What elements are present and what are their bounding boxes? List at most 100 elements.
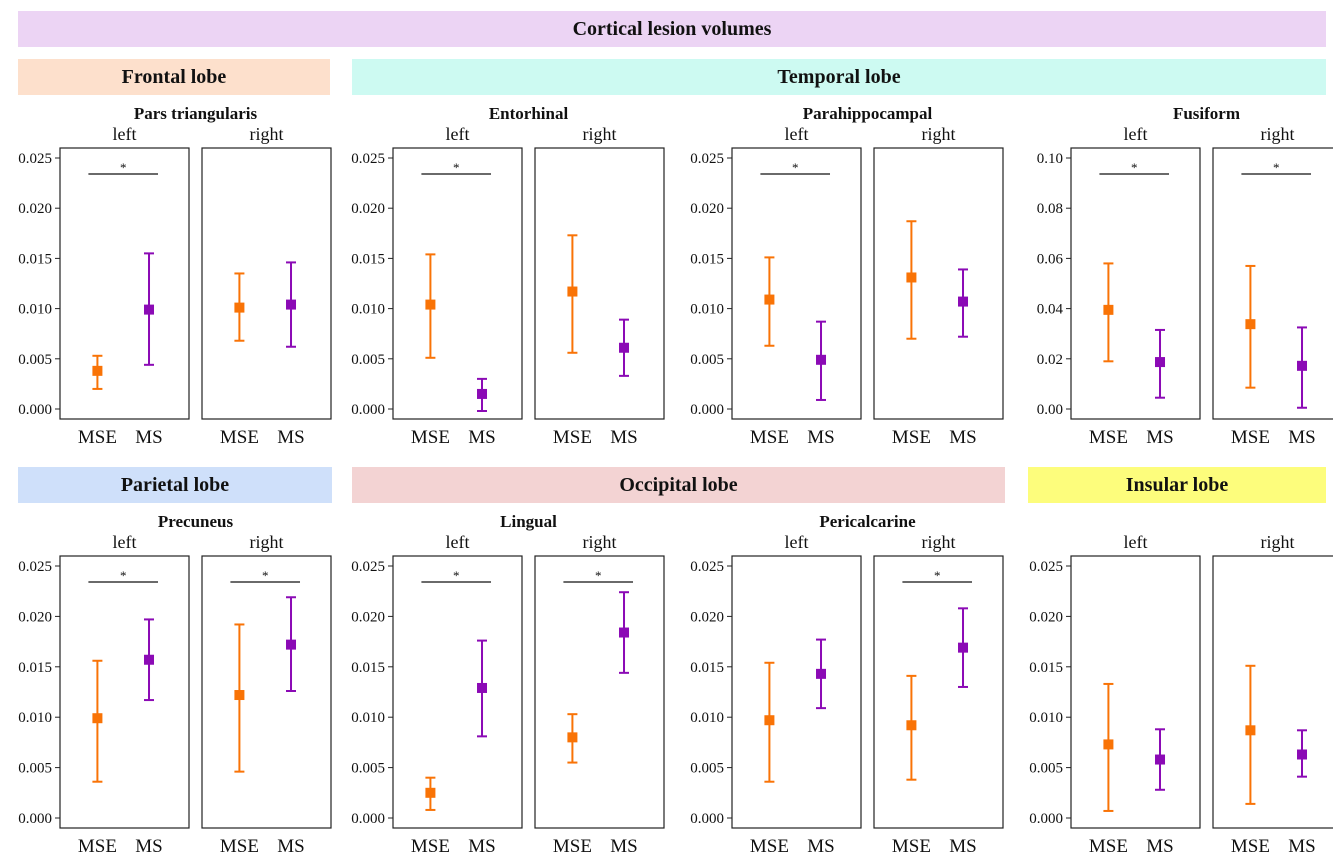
panel-14-ms-marker (1155, 754, 1166, 765)
panel-7-side-label: right (1261, 124, 1295, 144)
panel-0-xtick-label-1: MS (135, 427, 162, 448)
panel-14-frame (1070, 555, 1201, 829)
panel-10-region-title: Lingual (500, 512, 557, 531)
lobe-banner-parietal: Parietal lobe (18, 467, 332, 503)
panel-4-xtick-label-1: MS (807, 427, 834, 448)
panel-0-region-title: Pars triangularis (134, 104, 258, 123)
panel-10-frame (392, 555, 523, 829)
panel-8-ytick-label-3: 0.015 (18, 660, 52, 676)
panel-3-side-label: right (583, 124, 617, 144)
panel-4-ytick-label-5: 0.025 (690, 151, 724, 167)
panel-13-significance-label: * (934, 568, 941, 583)
panel-11-xtick-label-1: MS (610, 836, 637, 852)
panel-15-frame (1212, 555, 1333, 829)
panel-3-mse-marker (567, 286, 578, 297)
panel-6-side-label: left (1124, 124, 1148, 144)
panel-0-ytick-label-1: 0.005 (18, 352, 52, 368)
panel-9-xtick-label-1: MS (277, 836, 304, 852)
panel-10-ytick-label-4: 0.020 (351, 609, 385, 625)
panel-2-frame (392, 147, 523, 420)
panel-8-region-title: Precuneus (158, 512, 234, 531)
panel-14-ytick-label-2: 0.010 (1029, 710, 1063, 726)
panel-7-xtick-label-1: MS (1288, 427, 1315, 448)
panel-14-ytick-label-3: 0.015 (1029, 660, 1063, 676)
panel-0-side-label: left (113, 124, 137, 144)
panel-12-xtick-label-0: MSE (750, 836, 789, 852)
panel-8-ytick-label-1: 0.005 (18, 761, 52, 777)
panel-0-ytick-label-3: 0.015 (18, 251, 52, 267)
panel-14-ytick-label-5: 0.025 (1029, 559, 1063, 575)
panel-6-frame (1070, 147, 1201, 420)
panel-4-ytick-label-3: 0.015 (690, 251, 724, 267)
panel-1-frame (201, 147, 332, 420)
panel-0-ytick-label-4: 0.020 (18, 201, 52, 217)
panel-2-ytick-label-4: 0.020 (351, 201, 385, 217)
panel-2-ytick-label-1: 0.005 (351, 352, 385, 368)
panel-2-ytick-label-2: 0.010 (351, 302, 385, 318)
panel-3-ms-marker (619, 342, 630, 353)
panel-0-ytick-label-5: 0.025 (18, 151, 52, 167)
panel-6-region-title: Fusiform (1173, 104, 1240, 123)
lobe-banner-temporal: Temporal lobe (352, 59, 1326, 95)
panel-12-ytick-label-5: 0.025 (690, 559, 724, 575)
panel-12-ytick-label-4: 0.020 (690, 609, 724, 625)
panel-14-xtick-label-0: MSE (1089, 836, 1128, 852)
lobe-banner-insular: Insular lobe (1028, 467, 1326, 503)
panel-6-ytick-label-4: 0.08 (1037, 201, 1063, 217)
panel-2-xtick-label-0: MSE (411, 427, 450, 448)
panel-6-ytick-label-2: 0.04 (1037, 302, 1064, 318)
panel-5-ms-marker (958, 296, 969, 307)
panel-10-significance-label: * (453, 568, 460, 583)
panel-15-xtick-label-0: MSE (1231, 836, 1270, 852)
panel-6-ytick-label-0: 0.00 (1037, 402, 1063, 418)
lobe-banner-occipital: Occipital lobe (352, 467, 1005, 503)
panel-15-mse-marker (1245, 725, 1256, 736)
panel-7-xtick-label-0: MSE (1231, 427, 1270, 448)
panel-14-side-label: left (1124, 532, 1148, 552)
panel-4-frame (731, 147, 862, 420)
panel-10-mse-marker (425, 787, 436, 798)
panel-2-ytick-label-3: 0.015 (351, 251, 385, 267)
panel-4-ytick-label-2: 0.010 (690, 302, 724, 318)
panel-8-ytick-label-4: 0.020 (18, 609, 52, 625)
panel-2-xtick-label-1: MS (468, 427, 495, 448)
panel-11-side-label: right (583, 532, 617, 552)
panel-13-xtick-label-0: MSE (892, 836, 931, 852)
panel-3-xtick-label-0: MSE (553, 427, 592, 448)
figure-title-banner: Cortical lesion volumes (18, 11, 1326, 47)
panel-0-significance-label: * (120, 160, 127, 175)
panel-6-mse-marker (1103, 304, 1114, 315)
panel-2-ms-marker (477, 388, 488, 399)
panel-12-ms-marker (816, 668, 827, 679)
panel-3-xtick-label-1: MS (610, 427, 637, 448)
panel-14-mse-marker (1103, 739, 1114, 750)
panel-6-ytick-label-3: 0.06 (1037, 251, 1064, 267)
panel-6-ytick-label-1: 0.02 (1037, 352, 1063, 368)
panel-10-ytick-label-1: 0.005 (351, 761, 385, 777)
panel-8-ytick-label-2: 0.010 (18, 710, 52, 726)
panel-9-frame (201, 555, 332, 829)
panel-2-significance-label: * (453, 160, 460, 175)
panel-0-ytick-label-2: 0.010 (18, 302, 52, 318)
panel-10-ytick-label-0: 0.000 (351, 811, 385, 827)
panel-9-mse-marker (234, 690, 245, 701)
panel-4-ytick-label-1: 0.005 (690, 352, 724, 368)
panel-12-side-label: left (785, 532, 809, 552)
panel-11-significance-label: * (595, 568, 602, 583)
panel-15-xtick-label-1: MS (1288, 836, 1315, 852)
panel-12-ytick-label-0: 0.000 (690, 811, 724, 827)
panel-15-side-label: right (1261, 532, 1295, 552)
panel-5-xtick-label-0: MSE (892, 427, 931, 448)
panel-4-ytick-label-0: 0.000 (690, 402, 724, 418)
panel-6-significance-label: * (1131, 160, 1138, 175)
panel-4-ytick-label-4: 0.020 (690, 201, 724, 217)
panel-5-side-label: right (922, 124, 956, 144)
panel-12-ytick-label-2: 0.010 (690, 710, 724, 726)
panel-11-mse-marker (567, 732, 578, 743)
panel-8-mse-marker (92, 713, 103, 724)
panel-5-frame (873, 147, 1004, 420)
panel-4-significance-label: * (792, 160, 799, 175)
panel-12-frame (731, 555, 862, 829)
panel-1-mse-marker (234, 302, 245, 313)
